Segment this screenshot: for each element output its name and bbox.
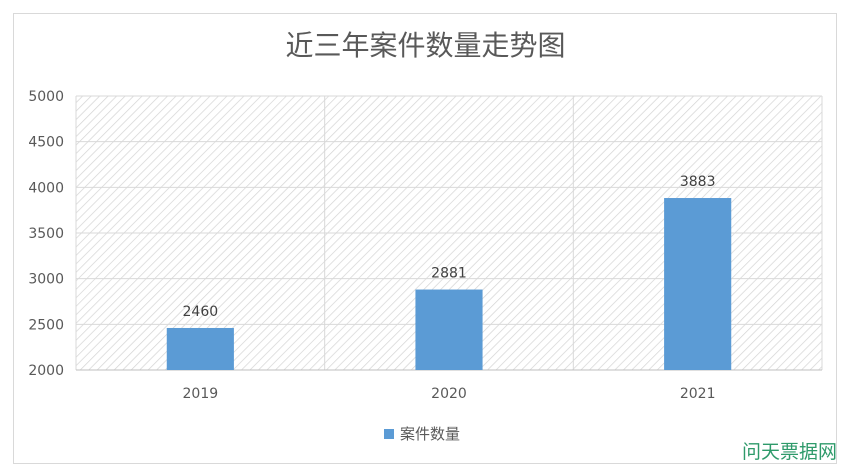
bar-2020 (415, 289, 483, 370)
legend-label: 案件数量 (400, 425, 460, 443)
y-tick-label: 2500 (28, 317, 64, 333)
y-tick-label: 3000 (28, 272, 64, 288)
y-tick-label: 3500 (28, 226, 64, 242)
x-axis-ticks: 2019 2020 2021 (183, 386, 716, 402)
y-tick-label: 4500 (28, 135, 64, 151)
data-label-2020: 2881 (431, 266, 467, 282)
bars (166, 198, 732, 370)
data-label-2021: 3883 (680, 174, 716, 190)
watermark-logo: 问天票据网 (741, 441, 837, 463)
legend: 案件数量 (384, 425, 460, 443)
y-axis-ticks: 2000 2500 3000 3500 4000 4500 5000 (28, 89, 64, 379)
x-tick-label: 2021 (680, 386, 716, 402)
chart-title: 近三年案件数量走势图 (285, 29, 566, 62)
x-tick-label: 2019 (183, 386, 219, 402)
legend-swatch (384, 429, 394, 439)
y-tick-label: 2000 (28, 363, 64, 379)
data-labels: 2460 2881 3883 (183, 174, 716, 320)
y-tick-label: 5000 (28, 89, 64, 105)
bar-2021 (664, 198, 732, 370)
data-label-2019: 2460 (183, 304, 219, 320)
x-tick-label: 2020 (431, 386, 467, 402)
bar-2019 (166, 327, 234, 370)
y-tick-label: 4000 (28, 180, 64, 196)
